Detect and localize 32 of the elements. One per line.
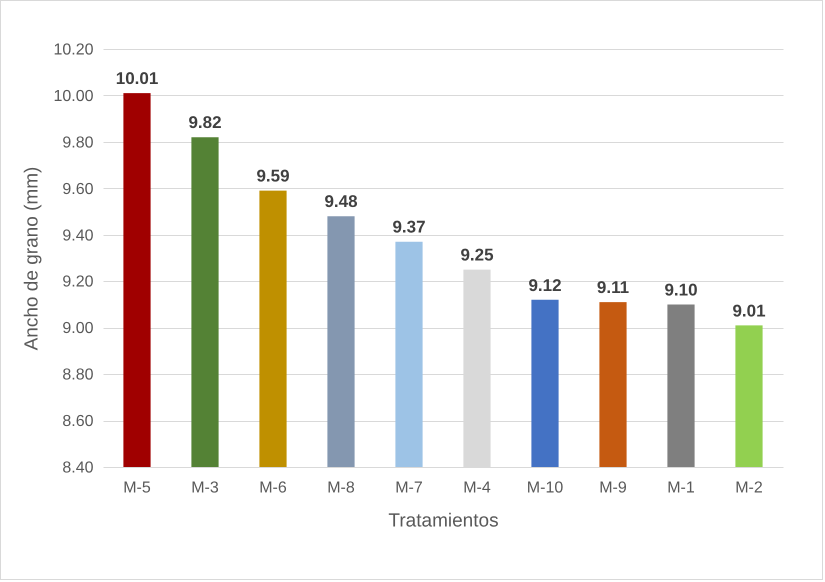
data-label: 9.82 (188, 113, 222, 132)
data-label: 9.59 (256, 166, 290, 186)
x-tick-label: M-9 (599, 480, 627, 496)
data-label: 10.01 (116, 69, 158, 88)
x-tick-label: M-5 (123, 480, 151, 496)
y-tick-label: 9.00 (62, 320, 94, 338)
y-tick-label: 8.80 (62, 366, 94, 384)
data-label: 9.01 (732, 301, 766, 320)
x-tick-label: M-6 (259, 480, 287, 496)
x-axis-title: Tratamientos (388, 510, 499, 532)
y-tick-label: 9.80 (62, 134, 94, 152)
x-tick-label: M-3 (191, 480, 219, 496)
data-label: 9.11 (596, 278, 630, 298)
data-label: 9.37 (392, 218, 426, 237)
x-tick-label: M-1 (667, 480, 695, 496)
x-tick-label: M-4 (463, 480, 491, 496)
y-tick-label: 8.40 (62, 460, 94, 476)
y-tick-label: 10.00 (53, 88, 94, 105)
y-tick-label: 9.60 (62, 180, 94, 198)
data-label: 9.25 (460, 246, 494, 265)
y-axis-title: Ancho de grano (mm) (21, 166, 42, 350)
data-label: 9.12 (528, 276, 562, 295)
data-label: 9.48 (324, 192, 358, 212)
x-tick-label: M-2 (735, 480, 763, 496)
y-tick-label: 8.60 (62, 413, 94, 430)
x-tick-label: M-8 (327, 480, 355, 496)
y-tick-label: 10.20 (53, 42, 94, 58)
y-tick-label: 9.40 (62, 227, 94, 244)
x-tick-label: M-10 (526, 480, 564, 496)
y-tick-label: 9.20 (62, 274, 94, 291)
data-label: 9.10 (664, 280, 698, 300)
x-tick-label: M-7 (395, 480, 423, 496)
